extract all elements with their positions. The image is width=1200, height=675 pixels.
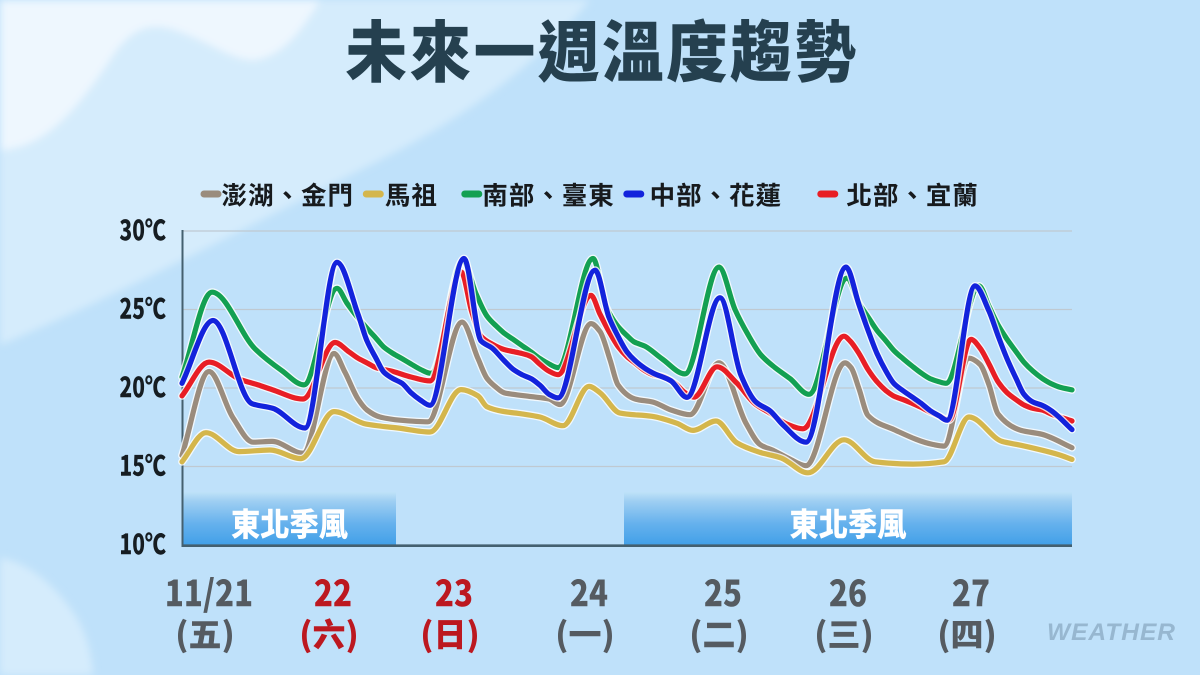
svg-text:WEATHER: WEATHER bbox=[1047, 619, 1176, 646]
